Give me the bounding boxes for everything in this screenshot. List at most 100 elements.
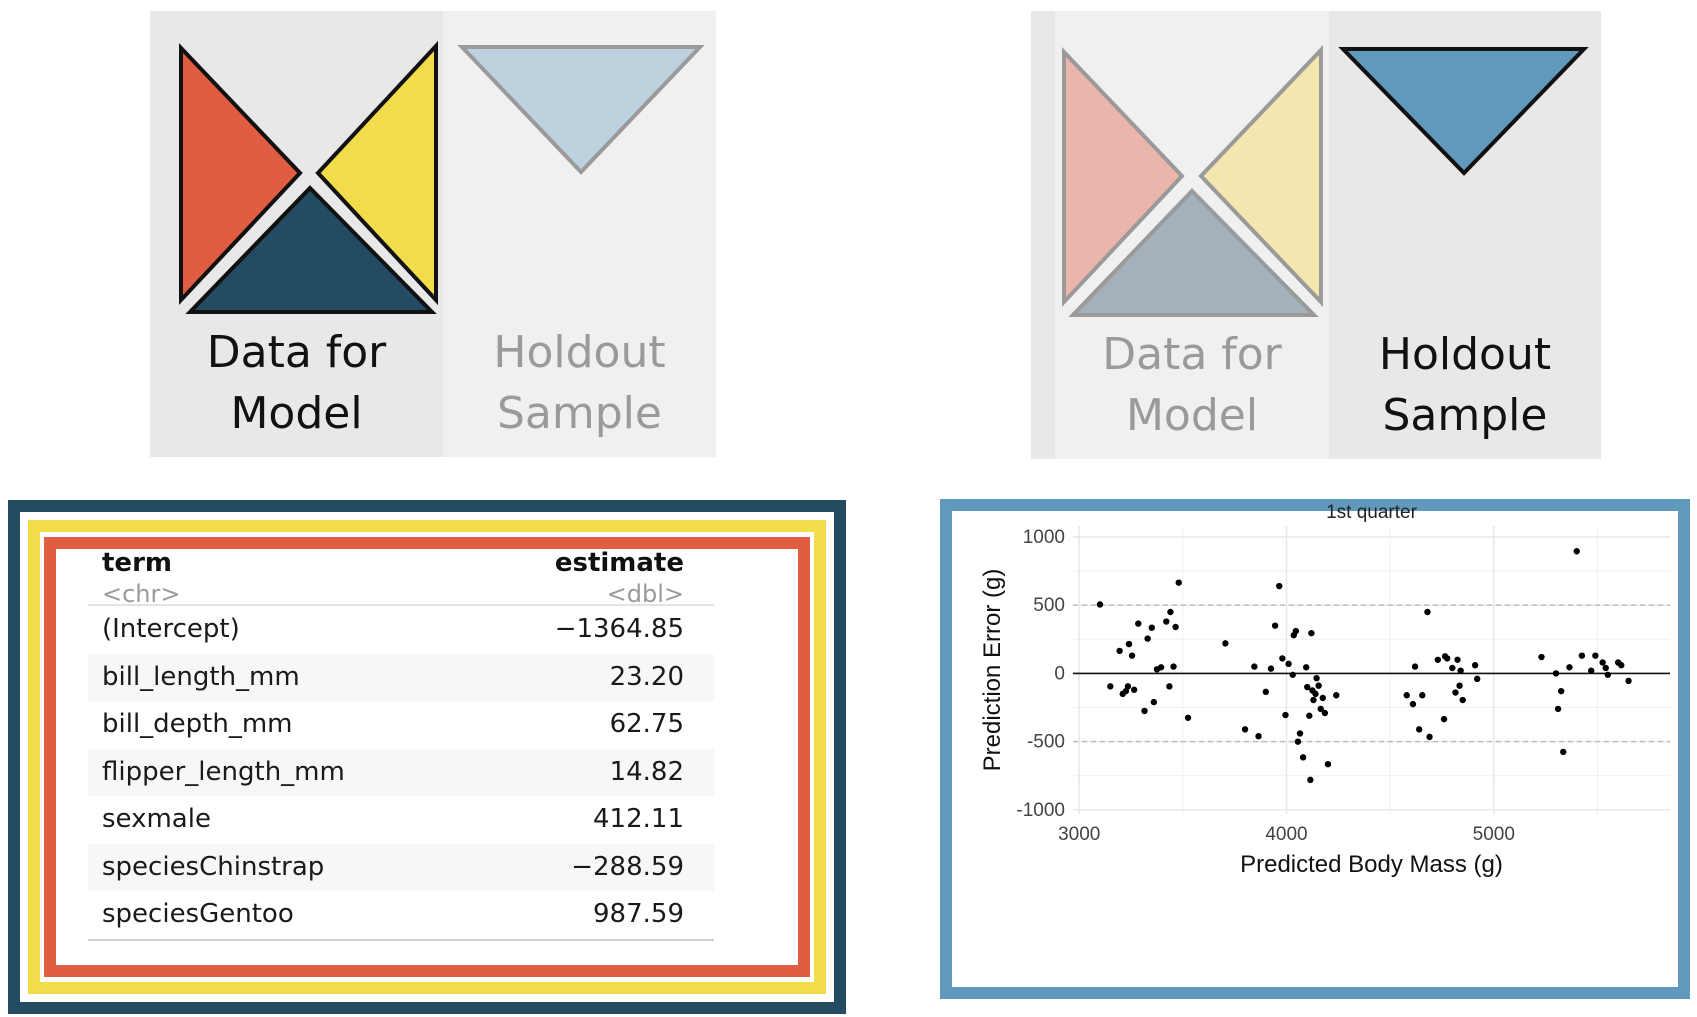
blue-triangle-active [1338,47,1589,176]
data-point [1289,671,1296,678]
data-point [1303,664,1310,671]
blue-triangle [457,45,705,175]
data-point [1333,692,1340,699]
y-tick-label: -500 [1027,732,1065,753]
data-point [1411,663,1419,670]
data-point [1144,635,1151,642]
data-point [1163,618,1170,625]
navy-frame [8,500,846,1014]
cell-term: (Intercept) [102,614,240,644]
data-point [1282,711,1289,719]
navy-triangle-faded [1068,188,1319,317]
model-data-label-faded: Data for Model [1102,329,1282,441]
cell-term: bill_depth_mm [102,709,293,739]
data-point [1578,652,1586,659]
data-point [1474,675,1481,683]
data-point [1566,664,1573,671]
data-point [1307,776,1314,784]
cell-term: sexmale [102,804,211,834]
red-frame [44,537,810,977]
cell-term: speciesChinstrap [102,851,325,882]
model-data-part-faded: Data for Model [1031,11,1329,459]
table-row: sexmale 412.11 [88,796,714,844]
data-point [1434,656,1442,663]
data-point [1321,709,1329,717]
y-tick-label: 1000 [1023,527,1065,548]
y-axis-label: Prediction Error (g) [979,569,1006,772]
data-point [1403,692,1410,699]
table-row: (Intercept) −1364.85 [88,606,714,654]
data-point [1459,696,1466,704]
data-point [1599,659,1606,666]
data-point [1317,705,1324,713]
holdout-part-active: Holdout Sample [1329,11,1601,459]
holdout-part: Holdout Sample [443,11,716,457]
cell-estimate: 14.82 [609,756,684,787]
data-point [1167,608,1174,616]
data-point [1454,656,1461,663]
data-point [1241,726,1249,733]
data-point [1296,730,1304,737]
table-header: term estimate <chr> <dbl> [88,540,714,608]
data-point [1457,667,1464,674]
data-point [1299,754,1307,761]
data-point [1315,682,1322,689]
data-point [1184,714,1192,721]
yellow-triangle [315,40,438,306]
data-point [1604,671,1612,678]
data-point [1313,674,1320,682]
data-point [1443,655,1451,662]
table-row: bill_length_mm 23.20 [88,653,714,701]
data-point [1124,683,1132,690]
navy-triangle [185,185,437,314]
x-tick-label: 4000 [1265,824,1307,845]
data-point [1285,660,1292,668]
data-point [1251,663,1258,670]
data-point [1116,647,1123,655]
header-term-type: <chr> [102,580,181,608]
model-data-label: Data for Model [206,327,387,439]
data-point [1166,683,1173,690]
data-point [1312,690,1319,698]
data-point [1262,688,1269,696]
header-estimate-type: <dbl> [606,580,684,608]
data-point [1573,548,1580,555]
data-point [1279,655,1286,662]
data-point [1440,715,1448,723]
holdout-plot-panel [940,499,1690,999]
data-point [1592,652,1599,659]
data-point [1324,760,1332,768]
data-point [1172,623,1179,631]
data-point [1625,677,1632,685]
data-point [1426,733,1433,741]
header-term: term [102,548,172,578]
table-row: flipper_length_mm 14.82 [88,748,714,796]
data-point [1310,696,1317,704]
data-point [1602,664,1609,672]
data-point [1618,662,1625,669]
data-point [1308,629,1315,637]
data-point [1175,579,1182,586]
table-row: speciesGentoo 987.59 [88,891,714,939]
data-point [1292,627,1300,635]
holdout-triangle-svg-active [1338,47,1589,176]
data-point [1125,640,1133,648]
cell-estimate: −288.59 [571,851,684,882]
data-point [1538,653,1545,661]
data-point [1415,726,1423,733]
holdout-label-active: Holdout Sample [1378,329,1552,441]
data-point [1148,624,1155,631]
plot-title: 1st quarter [1326,502,1417,523]
y-tick-label: 500 [1033,595,1065,616]
model-data-part: Data for Model [150,11,443,457]
data-point [1157,664,1165,671]
cell-estimate: 412.11 [593,804,684,834]
data-point [1557,687,1565,695]
cell-term: bill_length_mm [102,661,300,692]
data-point [1449,664,1456,672]
model-data-triangles-faded [1062,45,1323,317]
cell-estimate: 987.59 [593,899,684,929]
data-point [1276,582,1283,590]
red-triangle-faded [1062,46,1185,308]
